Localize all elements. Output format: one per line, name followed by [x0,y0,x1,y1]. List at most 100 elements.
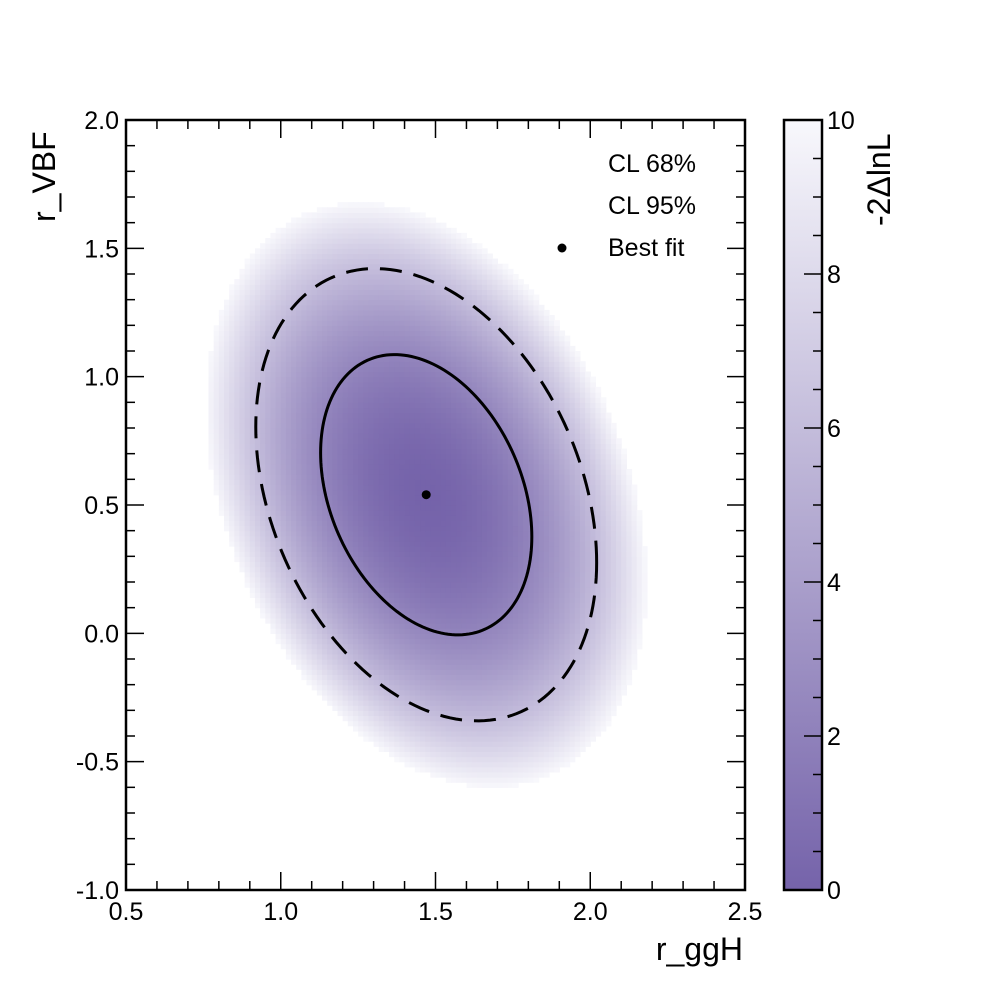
heatmap-cell [373,710,380,717]
heatmap-cell [389,227,395,234]
heatmap-cell [383,304,390,311]
heatmap-cell [332,653,339,660]
heatmap-cell [471,746,478,752]
heatmap-cell [358,546,364,552]
heatmap-cell [218,428,225,434]
heatmap-cell [275,294,282,301]
heatmap-cell [270,546,277,552]
heatmap-cell [445,684,452,691]
heatmap-cell [404,376,411,383]
heatmap-cell [414,397,421,403]
heatmap-cell [249,325,256,332]
heatmap-cell [420,469,426,475]
heatmap-cell [471,340,478,347]
heatmap-cell [394,274,400,280]
heatmap-cell [352,694,359,701]
heatmap-cell [476,720,483,727]
heatmap-cell [430,561,437,568]
heatmap-cell [445,376,452,383]
heatmap-cell [383,402,390,409]
heatmap-cell [363,674,370,681]
heatmap-cell [347,412,354,419]
heatmap-cell [363,689,370,696]
heatmap-cell [481,587,488,593]
heatmap-cell [476,453,483,460]
heatmap-cell [409,551,416,557]
heatmap-cell [445,623,452,629]
heatmap-cell [456,653,462,660]
heatmap-cell [332,705,339,711]
heatmap-cell [229,453,235,460]
heatmap-cell [425,217,431,224]
heatmap-cell [368,525,375,532]
heatmap-cell [435,674,442,681]
heatmap-cell [270,479,277,486]
heatmap-cell [476,617,483,624]
heatmap-cell [363,700,370,706]
heatmap-cell [404,248,411,255]
heatmap-cell [244,479,251,486]
heatmap-cell [378,679,385,686]
heatmap-cell [466,402,473,409]
heatmap-cell [378,463,385,470]
heatmap-cell [208,397,215,403]
heatmap-cell [471,463,478,470]
heatmap-cell [275,505,282,511]
heatmap-cell [285,438,292,444]
heatmap-cell [347,243,354,249]
heatmap-cell [306,243,313,249]
heatmap-cell [466,371,473,378]
heatmap-cell [342,412,349,419]
heatmap-cell [404,546,411,552]
heatmap-cell [275,304,282,311]
heatmap-cell [461,710,468,717]
heatmap-cell [327,222,333,229]
heatmap-cell [389,407,395,414]
heatmap-cell [404,397,411,403]
heatmap-cell [270,515,277,521]
heatmap-cell [322,520,328,527]
heatmap-cell [383,705,390,711]
heatmap-cell [358,469,364,475]
heatmap-cell [420,617,426,624]
heatmap-cell [383,669,390,675]
heatmap-cell [260,243,266,249]
heatmap-cell [445,510,452,516]
heatmap-cell [404,643,411,650]
heatmap-cell [373,510,380,516]
heatmap-cell [456,407,462,414]
heatmap-cell [394,340,400,347]
heatmap-cell [430,617,437,624]
heatmap-cell [213,340,220,347]
heatmap-cell [471,386,478,393]
heatmap-cell [234,453,241,460]
heatmap-cell [265,320,272,326]
heatmap-cell [332,458,339,465]
heatmap-cell [327,458,333,465]
heatmap-cell [394,730,400,737]
heatmap-cell [373,263,380,270]
heatmap-cell [358,320,364,326]
heatmap-cell [337,443,344,450]
heatmap-cell [327,335,333,342]
heatmap-cell [383,258,390,265]
heatmap-cell [352,520,359,527]
heatmap-cell [409,289,416,296]
heatmap-cell [378,566,385,573]
heatmap-cell [358,479,364,486]
heatmap-cell [265,489,272,496]
heatmap-cell [456,489,462,496]
heatmap-cell [404,730,411,737]
heatmap-cell [414,212,421,219]
heatmap-cell [363,494,370,501]
heatmap-cell [342,443,349,450]
heatmap-cell [347,433,354,439]
heatmap-cell [414,238,421,244]
heatmap-cell [394,304,400,311]
heatmap-cell [471,705,478,711]
heatmap-cell [352,628,359,634]
heatmap-cell [487,309,493,316]
heatmap-cell [394,551,400,557]
heatmap-cell [291,597,297,604]
heatmap-cell [342,520,349,527]
